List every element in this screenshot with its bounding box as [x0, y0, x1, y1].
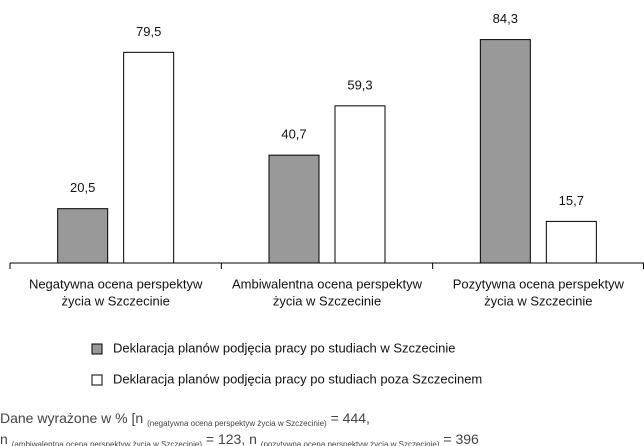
legend-swatch — [91, 374, 103, 386]
x-tick-label: życia w Szczecinie — [484, 293, 592, 308]
x-tick-label: Negatywna ocena perspektyw — [29, 276, 203, 291]
value-label: 40,7 — [281, 127, 306, 142]
value-label: 59,3 — [347, 77, 372, 92]
value-label: 79,5 — [136, 24, 161, 39]
note: Dane wyrażone w % [n (negatywna ocena pe… — [0, 410, 370, 428]
note-text: = 396 — [440, 431, 480, 446]
bar — [545, 220, 597, 264]
legend-label: Deklaracja planów podjęcia pracy po stud… — [113, 340, 456, 355]
x-tick-label: Ambiwalentna ocena perspektyw — [232, 276, 423, 291]
bar — [479, 39, 531, 264]
note: n (ambiwalentna ocena perspektyw życia w… — [0, 431, 479, 446]
note-subscript: (pozytywna ocena perspektyw życia w Szcz… — [261, 440, 440, 446]
bar — [57, 208, 109, 264]
note-text: Dane wyrażone w % [n — [0, 410, 147, 426]
value-label: 20,5 — [70, 180, 95, 195]
value-label: 15,7 — [559, 193, 584, 208]
note-subscript: (negatywna ocena perspektyw życia w Szcz… — [147, 419, 327, 428]
note-subscript: (ambiwalentna ocena perspektyw życia w S… — [12, 440, 203, 446]
legend-swatch — [91, 343, 103, 355]
legend-label: Deklaracja planów podjęcia pracy po stud… — [113, 371, 482, 386]
x-tick-label: Pozytywna ocena perspektyw — [453, 276, 625, 291]
bar — [268, 154, 320, 264]
note-text: = 123, n — [202, 431, 261, 446]
note-text: = 444, — [327, 410, 370, 426]
note-text: n — [0, 431, 12, 446]
bar — [334, 105, 386, 264]
x-tick-label: życia w Szczecinie — [61, 293, 169, 308]
value-label: 84,3 — [493, 11, 518, 26]
bar — [123, 51, 175, 264]
x-tick-label: życia w Szczecinie — [273, 293, 381, 308]
